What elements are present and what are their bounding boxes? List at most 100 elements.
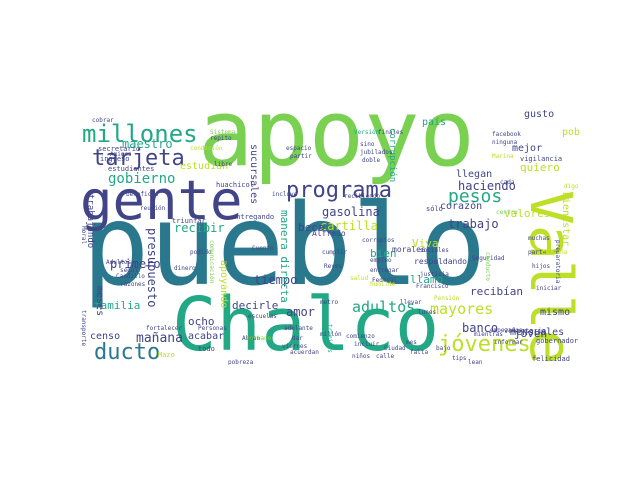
word-humilde: humilde — [370, 281, 396, 288]
word-sucursales: sucursales — [248, 144, 259, 205]
word-cloud: apoyo pueblo Chalco gente Valle millones… — [80, 110, 580, 365]
word-millon: millón — [320, 331, 342, 338]
word-adultos-small: Adultos — [106, 259, 132, 266]
word-mensuales: mensuales — [510, 327, 565, 338]
word-recibir: recibir — [174, 221, 225, 235]
word-huachicol: huachicol — [216, 181, 254, 189]
word-federal: Federal — [372, 277, 398, 284]
word-llamo: llamo — [410, 273, 444, 286]
word-enviado: enviado — [246, 335, 272, 342]
word-entregando: entregando — [232, 213, 275, 221]
word-vigilancia: vigilancia — [520, 155, 563, 163]
word-manana: mañana — [136, 331, 183, 346]
word-gusto: gusto — [524, 110, 555, 120]
word-maestro: maestro — [122, 137, 173, 151]
word-calle: calle — [376, 353, 395, 360]
word-solo: sólo — [426, 205, 443, 213]
word-decirle: decirle — [232, 299, 279, 312]
word-ninguna: ninguna — [492, 139, 518, 146]
word-muchas: muchas — [528, 235, 550, 242]
word-preparatoria: preparatoria — [554, 240, 561, 284]
word-familia: familia — [94, 299, 141, 312]
word-corruptos: corruptos — [362, 237, 395, 244]
word-recibiendo: recibiendo — [344, 193, 381, 200]
word-jubilados: jubilados — [360, 149, 393, 156]
word-fortalecer: fortalecer — [146, 325, 183, 332]
word-tips: tips — [452, 355, 467, 362]
word-espacio: espacio — [286, 145, 312, 152]
word-francisco: Francisco — [416, 283, 449, 290]
word-metro: metro — [320, 299, 339, 306]
word-banco: banco — [462, 321, 499, 335]
word-gasolina: gasolina — [322, 205, 380, 219]
word-moral: Moral — [80, 226, 87, 245]
word-llevar: llevar — [400, 299, 422, 306]
word-ducto: ducto — [94, 340, 161, 365]
word-iniciar: iniciar — [536, 285, 562, 292]
word-triunfar: triunfar — [172, 217, 206, 225]
word-marina: Marina — [492, 153, 514, 160]
word-tiempo: tiempo — [254, 273, 298, 287]
word-acuerdan: acuerdan — [290, 349, 319, 356]
word-beca: beca — [298, 221, 325, 234]
word-tramites: trámites — [326, 324, 333, 353]
word-escuelas: escuelas — [248, 313, 277, 320]
word-estudiantes: estudiantes — [108, 165, 155, 173]
word-entregar: entregar — [370, 267, 399, 274]
word-gente: gente — [80, 169, 243, 232]
word-pension: Pensión — [434, 295, 460, 302]
word-apoyando: apoyando — [218, 260, 229, 309]
word-abran: Abran — [242, 335, 261, 342]
word-partir: partir — [290, 153, 312, 160]
word-repito: repito — [210, 135, 232, 142]
word-cuento: Cuento — [252, 245, 274, 252]
word-amor: amor — [286, 305, 315, 319]
word-ninos: niños — [352, 353, 371, 360]
word-doble: doble — [362, 157, 381, 164]
word-dinero: dinero — [174, 265, 196, 272]
word-sino: sino — [360, 141, 375, 148]
word-gobernador: gobernador — [536, 337, 579, 345]
word-mes: mes — [406, 339, 417, 346]
word-acabar: acabar — [188, 331, 225, 342]
word-lunes: lunes — [418, 309, 437, 316]
word-comienzo: comienzo — [346, 333, 375, 340]
word-programa: programa — [286, 178, 392, 203]
word-parte: parte — [528, 249, 547, 256]
word-cada: cada — [500, 179, 515, 186]
word-caudillo: Caudillo — [116, 273, 145, 280]
word-recibian: recibían — [470, 285, 523, 298]
word-cumplir: cumplir — [322, 249, 348, 256]
word-campana: campaña — [542, 249, 568, 256]
word-pobres: pobres — [562, 127, 580, 138]
word-bien: bien — [370, 247, 397, 260]
word-personas: Personas — [198, 325, 227, 332]
word-ciudad: Ciudad — [384, 345, 406, 352]
word-corazon: corazón — [440, 201, 483, 212]
word-felicidad: felicidad — [532, 355, 570, 363]
word-mismo: mismo — [540, 307, 571, 318]
word-razones: razones — [120, 281, 146, 288]
word-ocho: ocho — [188, 315, 215, 328]
word-sociales: sociales — [420, 247, 449, 254]
word-alfredo: Alfredo — [312, 229, 346, 238]
word-libre: libre — [214, 161, 233, 168]
word-reyes: Reyes — [324, 263, 343, 270]
word-justicia: justicia — [420, 271, 449, 278]
word-gobierno: gobierno — [108, 171, 176, 187]
word-censo: censo — [90, 331, 121, 342]
word-transporte: transporte — [80, 310, 87, 347]
word-haciendo: haciendo — [458, 179, 516, 193]
word-adultos: adultos — [352, 298, 416, 316]
word-viernes: viernes — [282, 343, 308, 350]
word-bienestar: Bienestar — [560, 192, 571, 247]
word-empezamos: empezamos — [490, 327, 523, 334]
word-falta: falta — [410, 349, 429, 356]
word-pais: país — [422, 117, 447, 128]
word-manera-directa: manera directa — [278, 210, 291, 303]
word-jovenes: jóvenes — [438, 332, 531, 357]
word-dar: dar — [292, 335, 303, 342]
word-bajo: bajo — [436, 345, 451, 352]
word-tarjeta: tarjeta — [92, 146, 185, 171]
word-apoyo: apoyo — [198, 110, 475, 187]
